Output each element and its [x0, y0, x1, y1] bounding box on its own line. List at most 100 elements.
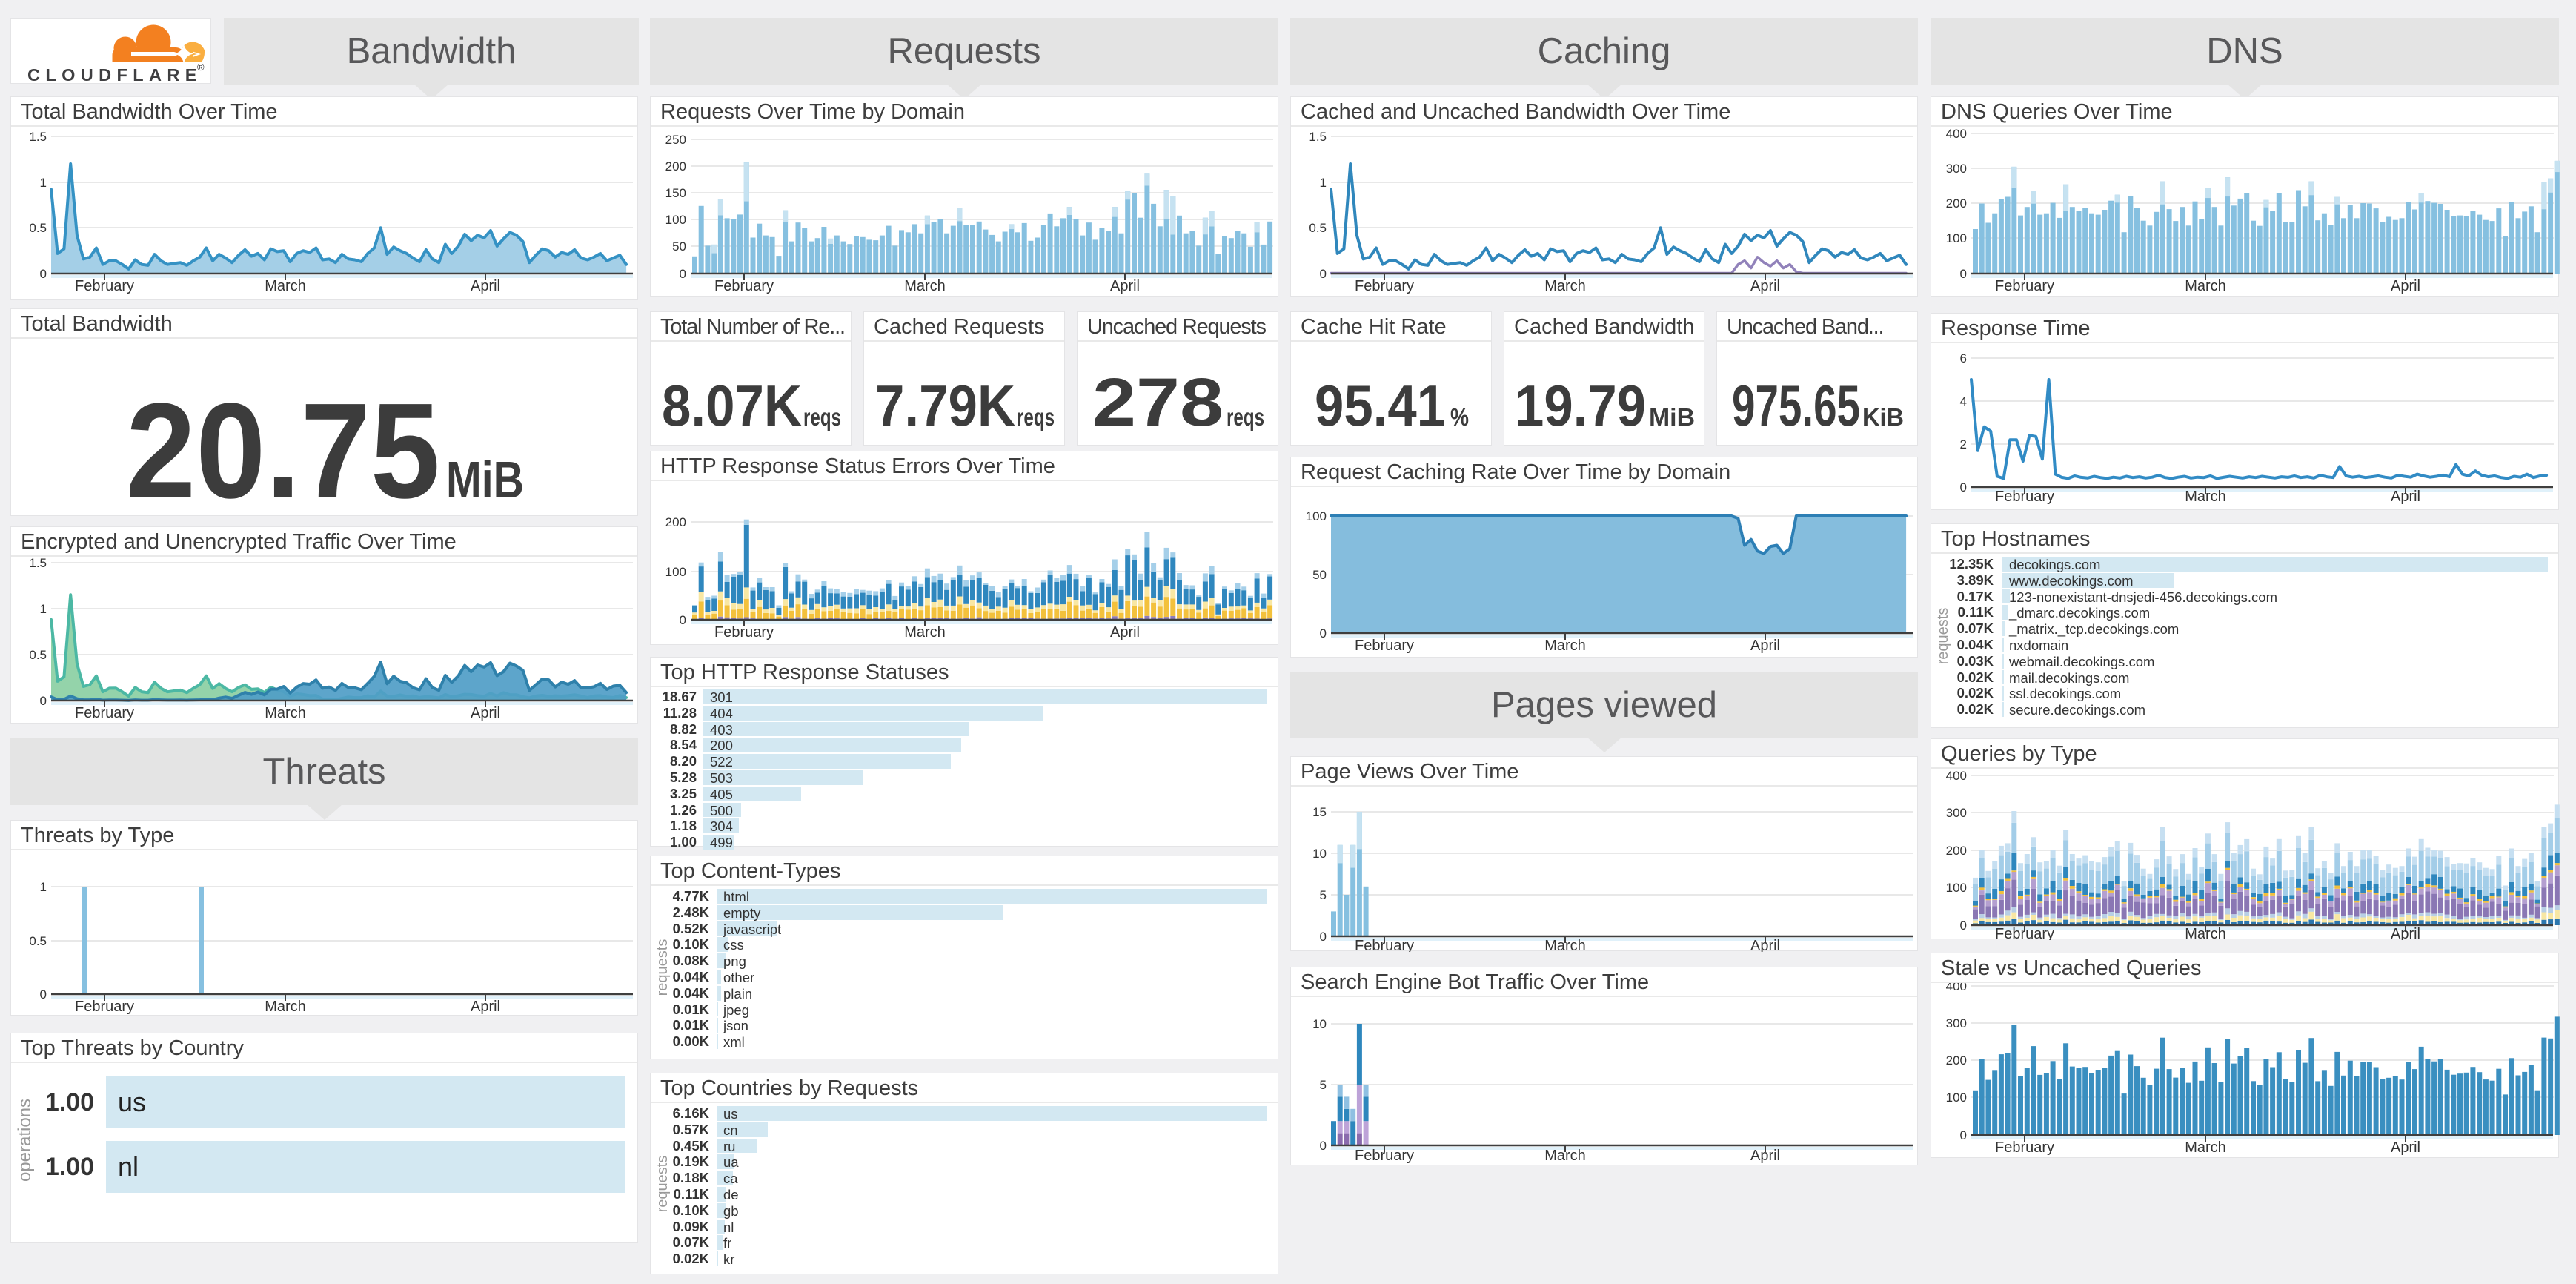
svg-text:2: 2	[1960, 437, 1967, 451]
svg-text:278: 278	[1092, 365, 1224, 440]
svg-text:0.5: 0.5	[29, 221, 47, 235]
svg-text:5: 5	[1320, 1078, 1327, 1092]
svg-text:19.79: 19.79	[1515, 373, 1646, 438]
svg-text:April: April	[1110, 278, 1140, 294]
svg-text:0: 0	[680, 613, 686, 627]
svg-text:400: 400	[1946, 769, 1967, 783]
svg-text:March: March	[1544, 278, 1586, 294]
svg-text:March: March	[1544, 1148, 1586, 1164]
svg-text:February: February	[75, 705, 134, 721]
svg-text:50: 50	[672, 239, 686, 254]
svg-text:MiB: MiB	[1649, 403, 1695, 431]
svg-text:February: February	[1355, 938, 1414, 952]
svg-text:March: March	[904, 624, 946, 641]
svg-text:reqs: reqs	[1017, 403, 1055, 431]
svg-text:February: February	[1355, 638, 1414, 654]
svg-text:February: February	[1995, 489, 2054, 505]
svg-text:8.07K: 8.07K	[662, 373, 802, 438]
svg-text:April: April	[471, 278, 500, 294]
svg-text:100: 100	[665, 565, 686, 579]
svg-text:April: April	[1750, 638, 1780, 654]
svg-text:15: 15	[1312, 805, 1327, 819]
svg-text:April: April	[1750, 938, 1780, 952]
svg-text:February: February	[714, 278, 774, 294]
svg-text:0: 0	[1960, 1128, 1967, 1142]
svg-text:10: 10	[1312, 847, 1327, 861]
svg-text:150: 150	[665, 186, 686, 200]
svg-text:March: March	[1544, 638, 1586, 654]
svg-text:1: 1	[40, 176, 47, 190]
svg-text:300: 300	[1946, 1016, 1967, 1030]
svg-text:February: February	[75, 999, 134, 1015]
svg-text:100: 100	[665, 213, 686, 227]
svg-text:20.75: 20.75	[126, 374, 440, 517]
svg-text:0: 0	[1320, 626, 1327, 641]
svg-text:1.5: 1.5	[1309, 130, 1327, 144]
svg-text:April: April	[1750, 278, 1780, 294]
svg-text:March: March	[2185, 926, 2226, 940]
svg-text:0.5: 0.5	[1309, 221, 1327, 235]
svg-text:March: March	[2185, 489, 2226, 505]
svg-text:KiB: KiB	[1862, 403, 1904, 431]
svg-text:50: 50	[1312, 568, 1327, 582]
svg-text:200: 200	[665, 515, 686, 529]
svg-text:5: 5	[1320, 888, 1327, 902]
svg-text:0: 0	[1320, 267, 1327, 281]
svg-text:1.5: 1.5	[29, 130, 47, 144]
svg-text:200: 200	[1946, 196, 1967, 211]
svg-text:95.41: 95.41	[1315, 373, 1446, 438]
svg-text:March: March	[2185, 278, 2226, 294]
svg-text:250: 250	[665, 133, 686, 147]
svg-text:0: 0	[1320, 1139, 1327, 1153]
svg-text:200: 200	[1946, 1053, 1967, 1068]
svg-text:March: March	[904, 278, 946, 294]
svg-text:10: 10	[1312, 1017, 1327, 1031]
svg-text:300: 300	[1946, 162, 1967, 176]
svg-text:March: March	[265, 278, 306, 294]
svg-text:April: April	[471, 999, 500, 1015]
svg-text:April: April	[2391, 926, 2420, 940]
svg-text:0: 0	[1960, 919, 1967, 933]
svg-text:MiB: MiB	[446, 451, 524, 509]
svg-text:March: March	[265, 705, 306, 721]
svg-text:100: 100	[1946, 1091, 1967, 1105]
svg-text:%: %	[1450, 403, 1469, 431]
svg-text:200: 200	[1946, 844, 1967, 858]
svg-text:100: 100	[1946, 231, 1967, 245]
svg-text:0: 0	[1960, 267, 1967, 281]
svg-text:February: February	[1995, 926, 2054, 940]
svg-text:0: 0	[680, 267, 686, 281]
svg-text:0: 0	[40, 694, 47, 708]
svg-text:April: April	[2391, 489, 2420, 505]
svg-text:1: 1	[40, 880, 47, 894]
svg-text:April: April	[2391, 278, 2420, 294]
svg-text:February: February	[1355, 1148, 1414, 1164]
svg-text:400: 400	[1946, 127, 1967, 141]
svg-text:4: 4	[1960, 394, 1967, 408]
svg-text:March: March	[1544, 938, 1586, 952]
svg-text:100: 100	[1946, 881, 1967, 895]
svg-text:0: 0	[40, 987, 47, 1002]
svg-text:February: February	[1995, 278, 2054, 294]
svg-text:1: 1	[1320, 176, 1327, 190]
svg-text:200: 200	[665, 159, 686, 173]
svg-text:April: April	[1110, 624, 1140, 641]
svg-text:975.65: 975.65	[1732, 373, 1860, 438]
svg-text:February: February	[1355, 278, 1414, 294]
svg-text:0: 0	[1320, 930, 1327, 944]
svg-text:0.5: 0.5	[29, 934, 47, 948]
svg-text:February: February	[714, 624, 774, 641]
svg-text:February: February	[1995, 1139, 2054, 1156]
svg-text:100: 100	[1306, 509, 1327, 523]
svg-text:0.5: 0.5	[29, 648, 47, 662]
svg-text:1.5: 1.5	[29, 557, 47, 570]
svg-text:reqs: reqs	[1226, 403, 1264, 431]
svg-text:CLOUDFLARE: CLOUDFLARE	[27, 65, 202, 83]
svg-text:1: 1	[40, 602, 47, 616]
svg-text:7.79K: 7.79K	[875, 373, 1015, 438]
svg-text:0: 0	[1960, 480, 1967, 494]
svg-text:0: 0	[40, 267, 47, 281]
svg-text:April: April	[471, 705, 500, 721]
svg-text:March: March	[2185, 1139, 2226, 1156]
svg-text:reqs: reqs	[803, 403, 841, 431]
